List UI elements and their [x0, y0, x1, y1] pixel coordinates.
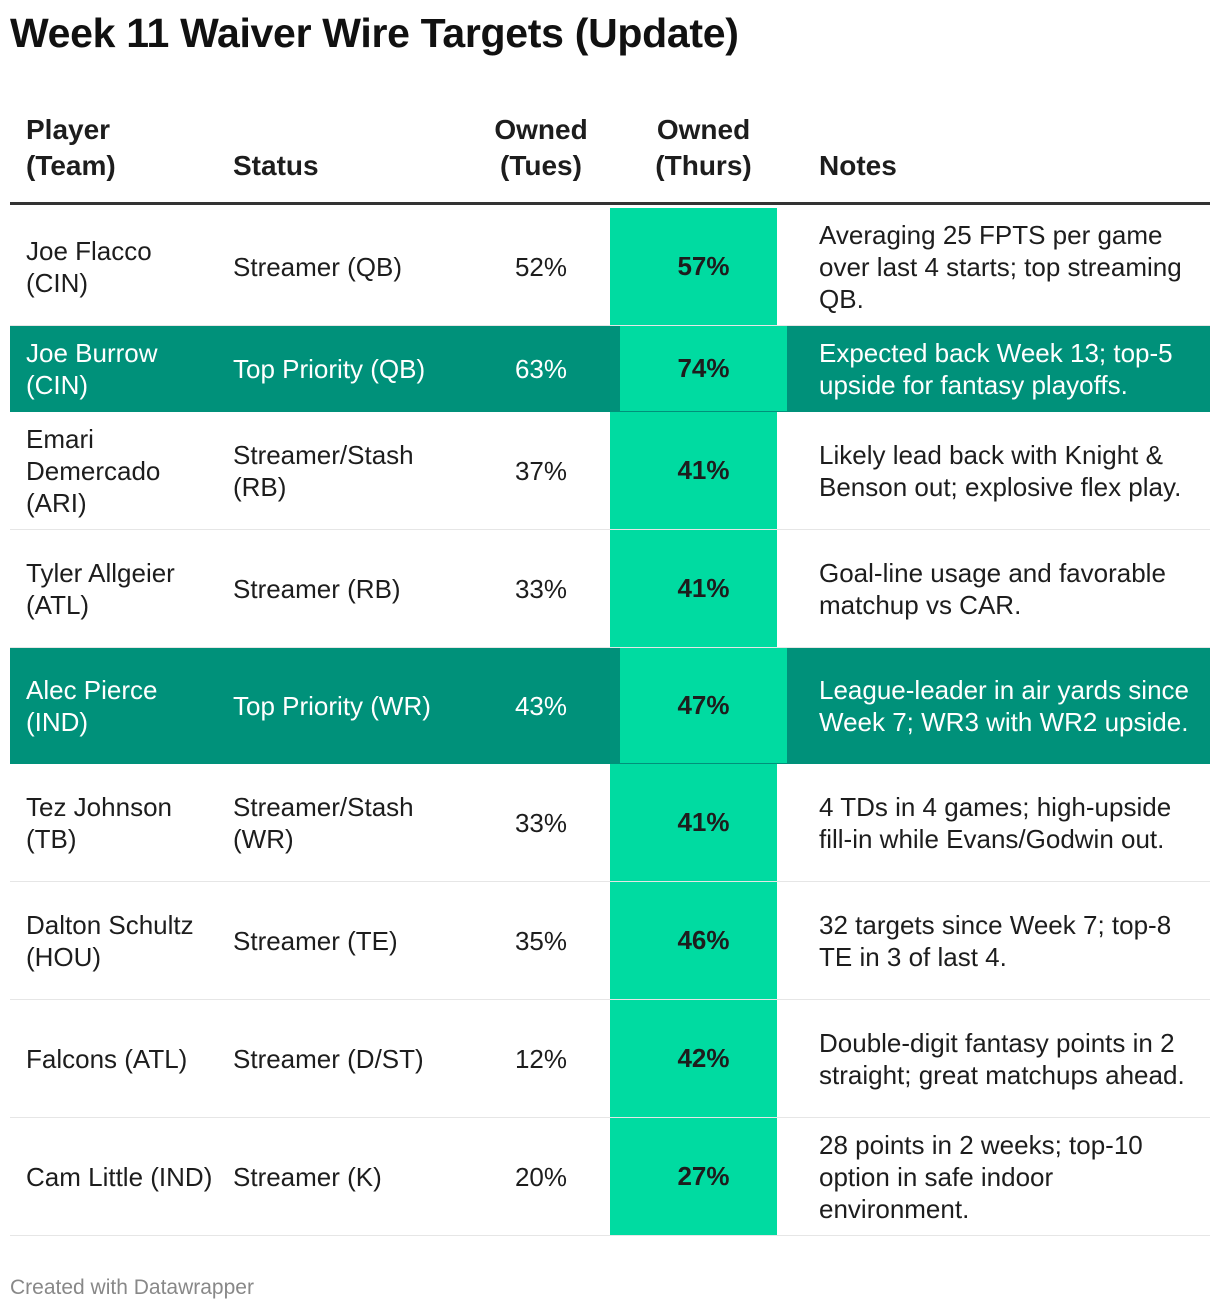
cell-player: Cam Little (IND)	[26, 1161, 213, 1192]
cell-notes: League-leader in air yards since Week 7;…	[819, 674, 1189, 737]
cell-owned-tues: 33%	[514, 573, 568, 604]
cell-notes: Goal-line usage and favorable matchup vs…	[819, 557, 1166, 620]
cell-status: Streamer (QB)	[233, 251, 403, 282]
cell-owned-thurs: 41%	[677, 807, 730, 837]
cell-status: Streamer/Stash (RB)	[233, 439, 414, 502]
cell-owned-tues: 20%	[514, 1161, 568, 1192]
table-row: Alec Pierce (IND) Top Priority (WR) 43% 47%…	[10, 648, 1210, 764]
page-title: Week 11 Waiver Wire Targets (Update)	[10, 10, 739, 56]
cell-player: Joe Flacco (CIN)	[26, 235, 152, 298]
cell-owned-thurs: 27%	[677, 1161, 730, 1191]
table-row: Tyler Allgeier (ATL) Streamer (RB) 33% 41% G…	[10, 530, 1210, 648]
cell-notes: Double-digit fantasy points in 2 straigh…	[819, 1027, 1185, 1090]
header-notes: Notes	[819, 150, 897, 181]
cell-notes: 4 TDs in 4 games; high-upside fill-in wh…	[819, 791, 1172, 854]
table-body: Joe Flacco (CIN) Streamer (QB) 52% 57% Avera…	[10, 208, 1210, 1236]
cell-owned-tues: 37%	[514, 455, 568, 486]
cell-player: Tyler Allgeier (ATL)	[26, 557, 175, 620]
table-row: Dalton Schultz (HOU) Streamer (TE) 35% 46% 3…	[10, 882, 1210, 1000]
cell-owned-thurs: 46%	[677, 925, 730, 955]
cell-owned-thurs: 42%	[677, 1043, 730, 1073]
cell-player: Tez Johnson (TB)	[26, 791, 172, 854]
cell-player: Emari Demercado (ARI)	[26, 423, 161, 518]
header-player: Player (Team)	[26, 114, 116, 181]
cell-owned-tues: 12%	[514, 1043, 568, 1074]
cell-owned-tues: 33%	[514, 807, 568, 838]
cell-status: Streamer (RB)	[233, 573, 401, 604]
cell-player: Falcons (ATL)	[26, 1043, 188, 1074]
table-row: Joe Flacco (CIN) Streamer (QB) 52% 57% Avera…	[10, 208, 1210, 326]
table-row: Emari Demercado (ARI) Streamer/Stash (RB)…	[10, 412, 1210, 530]
cell-player: Dalton Schultz (HOU)	[26, 909, 194, 972]
cell-player: Alec Pierce (IND)	[26, 674, 158, 737]
cell-status: Streamer/Stash (WR)	[233, 791, 414, 854]
cell-notes: 28 points in 2 weeks; top-10 option in s…	[819, 1129, 1143, 1224]
cell-status: Top Priority (QB)	[233, 353, 426, 384]
footer-credit: Created with Datawrapper	[10, 1276, 254, 1299]
cell-notes: Likely lead back with Knight & Benson ou…	[819, 439, 1182, 502]
header-owned-tues: Owned (Tues)	[494, 114, 588, 181]
header-owned-thurs: Owned (Thurs)	[655, 114, 752, 181]
cell-status: Streamer (TE)	[233, 925, 398, 956]
cell-player: Joe Burrow (CIN)	[26, 337, 158, 400]
cell-owned-thurs: 47%	[620, 648, 787, 763]
table-row: Falcons (ATL) Streamer (D/ST) 12% 42% Double…	[10, 1000, 1210, 1118]
cell-owned-thurs: 41%	[677, 573, 730, 603]
cell-notes: Averaging 25 FPTS per game over last 4 s…	[819, 219, 1182, 314]
waiver-table-header: Player (Team) Status Owned (Tues) Owned …	[10, 110, 1210, 205]
cell-status: Streamer (K)	[233, 1161, 382, 1192]
table-row: Tez Johnson (TB) Streamer/Stash (WR) 33% 41…	[10, 764, 1210, 882]
cell-notes: 32 targets since Week 7; top-8 TE in 3 o…	[819, 909, 1172, 972]
cell-owned-tues: 43%	[514, 690, 568, 721]
cell-notes: Expected back Week 13; top-5 upside for …	[819, 337, 1173, 400]
cell-owned-tues: 52%	[514, 251, 568, 282]
table-header-row: Player (Team) Status Owned (Tues) Owned …	[10, 110, 1210, 205]
cell-owned-tues: 35%	[514, 925, 568, 956]
table-row: Cam Little (IND) Streamer (K) 20% 27% 28 poi…	[10, 1118, 1210, 1236]
header-status: Status	[233, 150, 319, 181]
cell-status: Top Priority (WR)	[233, 690, 431, 721]
table-row: Joe Burrow (CIN) Top Priority (QB) 63% 74% E…	[10, 326, 1210, 412]
cell-owned-thurs: 41%	[677, 455, 730, 485]
cell-owned-tues: 63%	[514, 353, 568, 384]
cell-owned-thurs: 57%	[677, 251, 730, 281]
cell-status: Streamer (D/ST)	[233, 1043, 424, 1074]
cell-owned-thurs: 74%	[620, 326, 787, 411]
